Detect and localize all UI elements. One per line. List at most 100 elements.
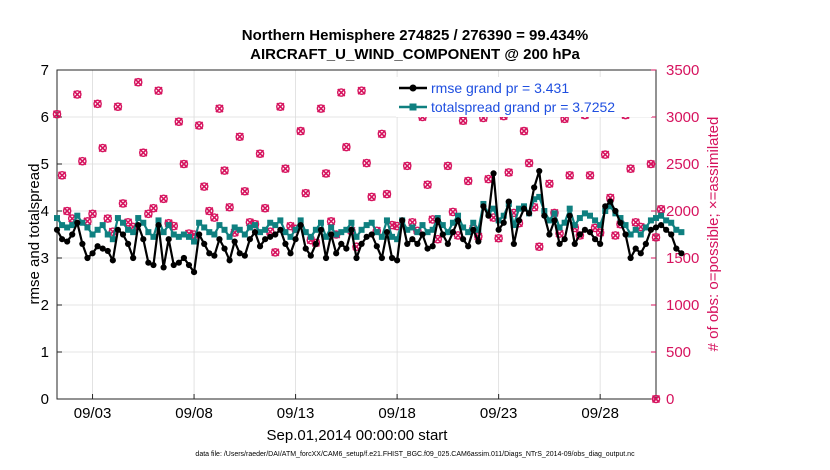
rmse-point bbox=[470, 226, 477, 233]
rmse-point bbox=[475, 238, 482, 245]
rmse-point bbox=[490, 170, 497, 177]
rmse-point bbox=[292, 236, 299, 243]
totalspread-point bbox=[135, 215, 142, 222]
totalspread-point bbox=[389, 233, 396, 240]
totalspread-point bbox=[470, 219, 477, 226]
totalspread-point bbox=[561, 219, 568, 226]
obs-assimilated-marker bbox=[357, 86, 366, 95]
rmse-point bbox=[394, 257, 401, 264]
rmse-point bbox=[348, 226, 355, 233]
rmse-point bbox=[170, 261, 177, 269]
rmse-point bbox=[607, 198, 614, 205]
totalspread-point bbox=[282, 229, 289, 236]
totalspread-point bbox=[231, 224, 238, 231]
rmse-point bbox=[150, 261, 157, 269]
rmse-point bbox=[586, 229, 594, 236]
rmse-point bbox=[673, 245, 680, 252]
obs-assimilated-marker bbox=[103, 214, 112, 223]
rmse-point bbox=[404, 240, 411, 247]
totalspread-point bbox=[328, 224, 335, 231]
obs-possible-marker bbox=[144, 209, 153, 219]
x-axis-label: Sep.01,2014 00:00:00 start bbox=[267, 427, 449, 444]
obs-assimilated-marker bbox=[235, 132, 244, 141]
obs-possible-marker bbox=[336, 88, 346, 97]
rmse-point bbox=[180, 254, 188, 262]
totalspread-point bbox=[287, 233, 294, 240]
obs-assimilated-marker bbox=[585, 171, 595, 180]
rmse-point bbox=[434, 217, 441, 224]
obs-assimilated-marker bbox=[651, 394, 661, 404]
obs-assimilated-marker bbox=[504, 168, 513, 177]
totalspread-point bbox=[653, 215, 659, 222]
totalspread-point bbox=[211, 231, 218, 238]
rmse-point bbox=[211, 252, 218, 259]
obs-assimilated-marker bbox=[58, 171, 67, 180]
obs-possible-marker bbox=[204, 206, 214, 216]
obs-possible-marker bbox=[276, 102, 285, 111]
y-right-tick-label: 3500 bbox=[666, 62, 699, 79]
totalspread-point bbox=[465, 229, 472, 236]
obs-possible-marker bbox=[534, 242, 544, 252]
rmse-point bbox=[104, 247, 111, 255]
totalspread-point bbox=[130, 229, 137, 236]
totalspread-point bbox=[358, 226, 365, 233]
obs-possible-marker bbox=[367, 192, 377, 202]
totalspread-point bbox=[226, 233, 233, 240]
obs-assimilated-marker bbox=[195, 121, 204, 130]
totalspread-point bbox=[678, 229, 685, 236]
totalspread-point bbox=[185, 233, 192, 240]
totalspread-point bbox=[419, 222, 426, 229]
rmse-point bbox=[556, 240, 563, 247]
totalspread-point bbox=[353, 233, 360, 240]
totalspread-point bbox=[673, 226, 680, 233]
totalspread-point bbox=[312, 226, 319, 233]
totalspread-point bbox=[257, 229, 264, 236]
rmse-point bbox=[399, 217, 406, 224]
obs-possible-marker bbox=[342, 142, 351, 152]
totalspread-point bbox=[409, 224, 416, 231]
rmse-point bbox=[525, 210, 533, 217]
rmse-point bbox=[388, 254, 396, 262]
rmse-point bbox=[155, 222, 162, 229]
totalspread-point bbox=[449, 219, 456, 226]
obs-possible-marker bbox=[235, 132, 245, 142]
totalspread-point bbox=[125, 226, 132, 233]
rmse-point bbox=[373, 243, 380, 250]
rmse-point bbox=[454, 217, 462, 224]
rmse-point bbox=[368, 231, 375, 238]
obs-possible-marker bbox=[626, 164, 635, 173]
obs-assimilated-marker bbox=[367, 192, 376, 201]
totalspread-point bbox=[637, 231, 644, 238]
obs-assimilated-marker bbox=[139, 148, 148, 157]
obs-possible-marker bbox=[103, 214, 113, 223]
totalspread-point bbox=[592, 217, 599, 224]
rmse-point bbox=[64, 238, 71, 245]
rmse-point bbox=[84, 254, 91, 262]
obs-possible-marker bbox=[113, 102, 123, 111]
obs-possible-marker bbox=[210, 213, 219, 222]
rmse-point bbox=[206, 250, 213, 257]
totalspread-point bbox=[277, 217, 284, 224]
obs-assimilated-marker bbox=[382, 190, 392, 199]
totalspread-point bbox=[84, 224, 91, 231]
totalspread-point bbox=[160, 229, 167, 236]
obs-possible-marker bbox=[174, 117, 184, 126]
obs-assimilated-marker bbox=[459, 116, 468, 125]
totalspread-point bbox=[64, 224, 71, 231]
obs-possible-marker bbox=[646, 159, 656, 169]
rmse-point bbox=[495, 226, 502, 233]
obs-possible-marker bbox=[52, 109, 62, 119]
obs-possible-marker bbox=[281, 164, 290, 173]
rmse-point bbox=[328, 231, 335, 238]
rmse-point bbox=[317, 226, 325, 233]
obs-assimilated-marker bbox=[88, 209, 97, 218]
totalspread-point bbox=[647, 217, 654, 224]
obs-possible-marker bbox=[402, 161, 412, 171]
obs-possible-marker bbox=[377, 129, 387, 139]
totalspread-point bbox=[221, 226, 228, 233]
rmse-point bbox=[201, 240, 208, 247]
left-axis-label: rmse and totalspread bbox=[26, 164, 43, 305]
totalspread-point bbox=[216, 222, 223, 229]
y-tick-label: 6 bbox=[41, 109, 49, 126]
obs-possible-marker bbox=[240, 186, 250, 196]
